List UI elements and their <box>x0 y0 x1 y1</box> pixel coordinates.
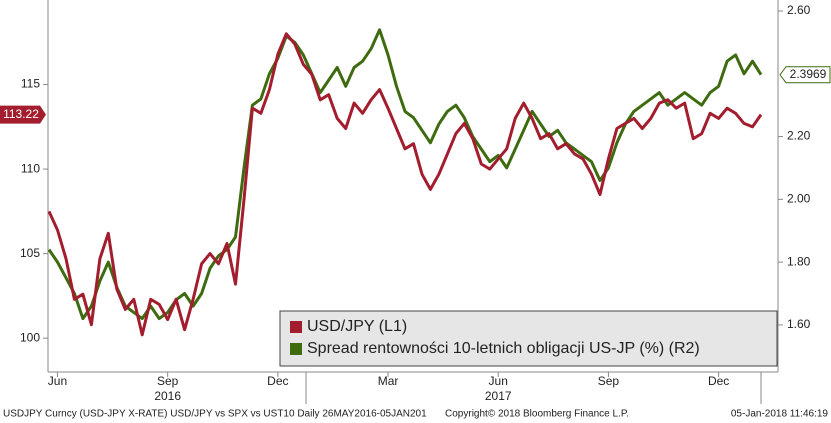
y2-tick-label: 2.60 <box>787 3 811 17</box>
legend: USD/JPY (L1) Spread rentowności 10-letnic… <box>279 310 778 367</box>
value-tag-label: 2.3969 <box>790 67 827 81</box>
year-label: 2016 <box>154 389 181 403</box>
x-tick-label: Sep <box>598 374 620 388</box>
y-tick-label: 115 <box>21 77 40 91</box>
legend-swatch <box>290 321 302 333</box>
value-tag <box>779 66 831 84</box>
legend-box <box>279 310 778 367</box>
legend-label: Spread rentowności 10-letnich obligacji … <box>307 340 700 357</box>
x-tick-label: Dec <box>267 374 288 388</box>
y2-tick-label: 1.60 <box>787 317 811 331</box>
value-tag <box>0 105 46 124</box>
value-tag-label: 113.22 <box>3 107 39 121</box>
y2-tick-label: 2.20 <box>787 129 811 143</box>
x-tick-label: Sep <box>157 374 179 388</box>
year-label: 2017 <box>485 389 512 403</box>
y-tick-label: 110 <box>21 161 40 175</box>
x-tick-label: Mar <box>378 374 399 388</box>
footer-text: Copyright© 2018 Bloomberg Finance L.P. <box>445 409 629 420</box>
y2-tick-label: 1.80 <box>787 254 811 268</box>
x-tick-label: Jun <box>48 374 67 388</box>
footer-text: 05-Jan-2018 11:46:19 <box>731 409 829 420</box>
y-tick-label: 100 <box>20 330 40 344</box>
x-tick-label: Jun <box>489 374 508 388</box>
series-line <box>47 32 763 337</box>
y-tick-label: 105 <box>20 246 40 260</box>
legend-swatch <box>290 343 302 355</box>
y2-tick-label: 2.00 <box>787 192 811 206</box>
legend-label: USD/JPY (L1) <box>307 318 407 335</box>
x-tick-label: Dec <box>708 374 729 388</box>
series-line <box>47 28 763 321</box>
footer-text: USDJPY Curncy (USD-JPY X-RATE) USD/JPY v… <box>3 409 427 420</box>
